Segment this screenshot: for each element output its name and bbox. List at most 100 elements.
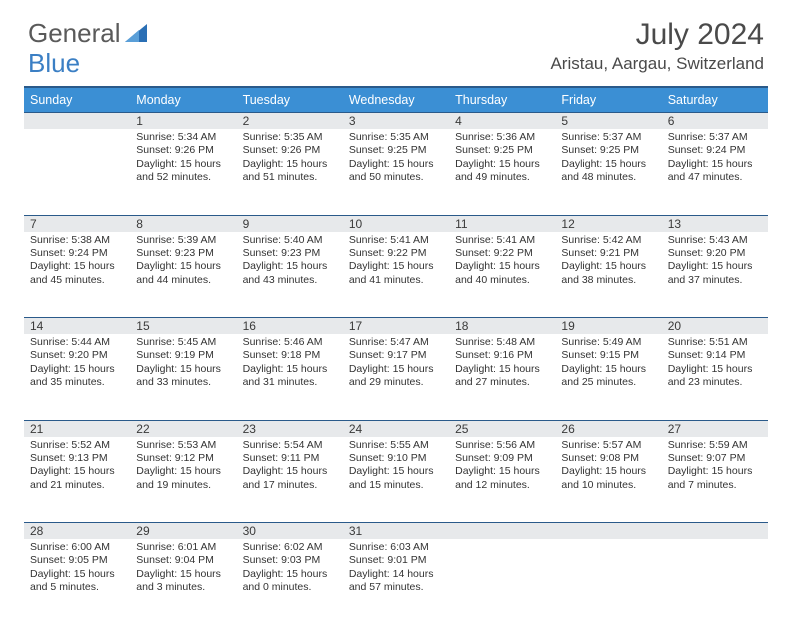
day-number-cell [449, 523, 555, 540]
day-content-cell: Sunrise: 6:02 AMSunset: 9:03 PMDaylight:… [237, 539, 343, 625]
day-number-cell: 15 [130, 318, 236, 335]
sunrise-line: Sunrise: 5:54 AM [243, 439, 337, 452]
day-number-cell: 13 [662, 215, 768, 232]
weekday-header: Sunday [24, 87, 130, 113]
day-number-cell: 8 [130, 215, 236, 232]
daylight-line: Daylight: 15 hours and 19 minutes. [136, 465, 230, 492]
day-number-cell: 7 [24, 215, 130, 232]
sunrise-line: Sunrise: 5:41 AM [349, 234, 443, 247]
day-number-cell: 10 [343, 215, 449, 232]
sunset-line: Sunset: 9:25 PM [349, 144, 443, 157]
daylight-line: Daylight: 15 hours and 27 minutes. [455, 363, 549, 390]
sunrise-line: Sunrise: 5:52 AM [30, 439, 124, 452]
sunset-line: Sunset: 9:20 PM [30, 349, 124, 362]
sunset-line: Sunset: 9:23 PM [243, 247, 337, 260]
day-content-cell [24, 129, 130, 215]
weekday-header: Friday [555, 87, 661, 113]
daylight-line: Daylight: 15 hours and 40 minutes. [455, 260, 549, 287]
day-content-cell: Sunrise: 5:47 AMSunset: 9:17 PMDaylight:… [343, 334, 449, 420]
daylight-line: Daylight: 15 hours and 41 minutes. [349, 260, 443, 287]
calendar-body: 123456Sunrise: 5:34 AMSunset: 9:26 PMDay… [24, 113, 768, 625]
daylight-line: Daylight: 15 hours and 23 minutes. [668, 363, 762, 390]
sunset-line: Sunset: 9:21 PM [561, 247, 655, 260]
day-number-cell: 1 [130, 113, 236, 130]
sunrise-line: Sunrise: 5:36 AM [455, 131, 549, 144]
sunrise-line: Sunrise: 5:48 AM [455, 336, 549, 349]
day-content-cell: Sunrise: 5:36 AMSunset: 9:25 PMDaylight:… [449, 129, 555, 215]
daylight-line: Daylight: 15 hours and 29 minutes. [349, 363, 443, 390]
sunrise-line: Sunrise: 5:45 AM [136, 336, 230, 349]
daylight-line: Daylight: 15 hours and 15 minutes. [349, 465, 443, 492]
day-content-cell: Sunrise: 6:01 AMSunset: 9:04 PMDaylight:… [130, 539, 236, 625]
sunrise-line: Sunrise: 5:42 AM [561, 234, 655, 247]
sunrise-line: Sunrise: 5:38 AM [30, 234, 124, 247]
day-number-cell: 28 [24, 523, 130, 540]
day-content-cell: Sunrise: 5:40 AMSunset: 9:23 PMDaylight:… [237, 232, 343, 318]
sunset-line: Sunset: 9:22 PM [455, 247, 549, 260]
daylight-line: Daylight: 15 hours and 21 minutes. [30, 465, 124, 492]
sunset-line: Sunset: 9:01 PM [349, 554, 443, 567]
daylight-line: Daylight: 15 hours and 25 minutes. [561, 363, 655, 390]
sunset-line: Sunset: 9:04 PM [136, 554, 230, 567]
sunrise-line: Sunrise: 5:49 AM [561, 336, 655, 349]
sunrise-line: Sunrise: 5:47 AM [349, 336, 443, 349]
day-content-cell: Sunrise: 5:38 AMSunset: 9:24 PMDaylight:… [24, 232, 130, 318]
sunrise-line: Sunrise: 5:44 AM [30, 336, 124, 349]
day-content-cell: Sunrise: 5:42 AMSunset: 9:21 PMDaylight:… [555, 232, 661, 318]
day-content-cell: Sunrise: 5:43 AMSunset: 9:20 PMDaylight:… [662, 232, 768, 318]
daylight-line: Daylight: 15 hours and 31 minutes. [243, 363, 337, 390]
sunset-line: Sunset: 9:11 PM [243, 452, 337, 465]
day-number-cell: 17 [343, 318, 449, 335]
weekday-header: Monday [130, 87, 236, 113]
day-content-cell: Sunrise: 5:54 AMSunset: 9:11 PMDaylight:… [237, 437, 343, 523]
day-number-cell: 2 [237, 113, 343, 130]
sunset-line: Sunset: 9:10 PM [349, 452, 443, 465]
day-number-cell: 30 [237, 523, 343, 540]
day-content-cell: Sunrise: 5:41 AMSunset: 9:22 PMDaylight:… [343, 232, 449, 318]
sunset-line: Sunset: 9:03 PM [243, 554, 337, 567]
day-content-cell: Sunrise: 5:55 AMSunset: 9:10 PMDaylight:… [343, 437, 449, 523]
weekday-header: Wednesday [343, 87, 449, 113]
day-content-cell: Sunrise: 5:37 AMSunset: 9:25 PMDaylight:… [555, 129, 661, 215]
day-content-cell: Sunrise: 5:45 AMSunset: 9:19 PMDaylight:… [130, 334, 236, 420]
month-title: July 2024 [550, 18, 764, 52]
weekday-header-row: SundayMondayTuesdayWednesdayThursdayFrid… [24, 87, 768, 113]
sunset-line: Sunset: 9:24 PM [30, 247, 124, 260]
daylight-line: Daylight: 15 hours and 33 minutes. [136, 363, 230, 390]
daylight-line: Daylight: 15 hours and 0 minutes. [243, 568, 337, 595]
day-content-cell [555, 539, 661, 625]
sunset-line: Sunset: 9:22 PM [349, 247, 443, 260]
sunset-line: Sunset: 9:26 PM [136, 144, 230, 157]
day-content-row: Sunrise: 5:44 AMSunset: 9:20 PM Daylight:… [24, 334, 768, 420]
sunrise-line: Sunrise: 5:37 AM [668, 131, 762, 144]
day-number-cell: 6 [662, 113, 768, 130]
daylight-line: Daylight: 15 hours and 48 minutes. [561, 158, 655, 185]
brand-triangle-icon [125, 24, 147, 42]
sunset-line: Sunset: 9:08 PM [561, 452, 655, 465]
day-content-cell: Sunrise: 5:46 AMSunset: 9:18 PMDaylight:… [237, 334, 343, 420]
sunrise-line: Sunrise: 6:01 AM [136, 541, 230, 554]
day-number-cell: 16 [237, 318, 343, 335]
weekday-header: Thursday [449, 87, 555, 113]
day-number-cell [555, 523, 661, 540]
page-header: General July 2024 Aristau, Aargau, Switz… [0, 0, 792, 80]
daylight-line: Daylight: 15 hours and 10 minutes. [561, 465, 655, 492]
sunrise-line: Sunrise: 5:35 AM [349, 131, 443, 144]
day-number-cell: 5 [555, 113, 661, 130]
brand-text-1: General [28, 18, 121, 49]
sunrise-line: Sunrise: 5:46 AM [243, 336, 337, 349]
day-number-cell: 19 [555, 318, 661, 335]
daylight-line: Daylight: 15 hours and 45 minutes. [30, 260, 124, 287]
day-content-cell: Sunrise: 5:39 AMSunset: 9:23 PMDaylight:… [130, 232, 236, 318]
day-number-cell: 26 [555, 420, 661, 437]
sunset-line: Sunset: 9:14 PM [668, 349, 762, 362]
day-content-cell: Sunrise: 5:35 AMSunset: 9:26 PMDaylight:… [237, 129, 343, 215]
daylight-line: Daylight: 15 hours and 38 minutes. [561, 260, 655, 287]
daylight-line: Daylight: 15 hours and 47 minutes. [668, 158, 762, 185]
day-content-row: Sunrise: 5:52 AMSunset: 9:13 PMDaylight:… [24, 437, 768, 523]
day-content-row: Sunrise: 6:00 AMSunset: 9:05 PMDaylight:… [24, 539, 768, 625]
sunset-line: Sunset: 9:25 PM [455, 144, 549, 157]
sunset-line: Sunset: 9:26 PM [243, 144, 337, 157]
day-number-cell [662, 523, 768, 540]
sunset-line: Sunset: 9:16 PM [455, 349, 549, 362]
